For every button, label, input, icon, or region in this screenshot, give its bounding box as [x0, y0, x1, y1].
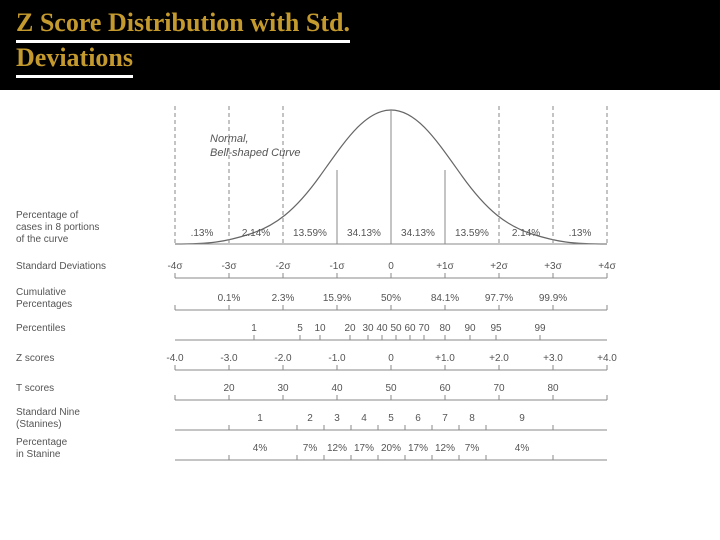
zscores-val: +3.0: [543, 353, 563, 364]
tscores-val: 50: [385, 383, 397, 394]
distribution-chart: Normal, Bell-shaped Curve Percentage ofcas…: [10, 96, 710, 466]
percentiles-val: 60: [404, 323, 416, 334]
cumpct-val: 99.9%: [539, 293, 567, 304]
zscores-val: -2.0: [274, 353, 292, 364]
label-zscores: Z scores: [16, 353, 54, 364]
stddev-val: -1σ: [329, 261, 345, 272]
zscores-val: +1.0: [435, 353, 455, 364]
pct-case-val: 13.59%: [455, 228, 489, 239]
label-stddev: Standard Deviations: [16, 261, 106, 272]
cumpct-val: 0.1%: [218, 293, 241, 304]
stanine-pct-val: 7%: [303, 443, 318, 454]
stanine-pct-val: 20%: [381, 443, 401, 454]
pct-case-val: 34.13%: [401, 228, 435, 239]
stanine-pct-val: 4%: [253, 443, 268, 454]
label-stanines-1: Standard Nine: [16, 407, 80, 418]
title-line1: Z Score Distribution with Std.: [16, 8, 350, 37]
percentiles-val: 99: [534, 323, 546, 334]
percentiles-val: 1: [251, 323, 257, 334]
stddev-val: +3σ: [544, 261, 562, 272]
title-line2: Deviations: [16, 43, 133, 72]
tscores-val: 80: [547, 383, 559, 394]
label-stanines-2: (Stanines): [16, 419, 62, 430]
cumpct-val: 84.1%: [431, 293, 459, 304]
zscores-val: -3.0: [220, 353, 238, 364]
percentiles-val: 40: [376, 323, 388, 334]
stddev-val: -2σ: [275, 261, 291, 272]
stanines-val: 1: [257, 413, 263, 424]
stanines-val: 3: [334, 413, 340, 424]
pct-case-val: .13%: [569, 228, 592, 239]
cumpct-val: 15.9%: [323, 293, 351, 304]
stanine-pct-val: 12%: [435, 443, 455, 454]
stanines-val: 6: [415, 413, 421, 424]
stanines-val: 4: [361, 413, 367, 424]
pct-case-val: .13%: [191, 228, 214, 239]
stanine-pct-val: 4%: [515, 443, 530, 454]
percentiles-val: 95: [490, 323, 502, 334]
percentiles-val: 30: [362, 323, 374, 334]
stddev-val: +2σ: [490, 261, 508, 272]
stddev-val: -4σ: [167, 261, 183, 272]
stanines-val: 9: [519, 413, 525, 424]
percentiles-val: 50: [390, 323, 402, 334]
percentiles-val: 5: [297, 323, 303, 334]
pct-case-val: 2.14%: [242, 228, 270, 239]
tscores-val: 30: [277, 383, 289, 394]
zscores-val: +2.0: [489, 353, 509, 364]
percentiles-val: 70: [418, 323, 430, 334]
stanines-val: 7: [442, 413, 448, 424]
zscores-val: +4.0: [597, 353, 617, 364]
label-pct-cases-3: of the curve: [16, 234, 69, 245]
tscores-val: 40: [331, 383, 343, 394]
label-cumpct-2: Percentages: [16, 299, 72, 310]
stanine-pct-val: 12%: [327, 443, 347, 454]
stddev-val: -3σ: [221, 261, 237, 272]
zscores-val: -1.0: [328, 353, 346, 364]
percentiles-val: 80: [439, 323, 451, 334]
stanines-val: 2: [307, 413, 313, 424]
cumpct-val: 2.3%: [272, 293, 295, 304]
curve-label-2: Bell-shaped Curve: [210, 147, 301, 159]
label-stanine-pct-1: Percentage: [16, 437, 68, 448]
stddev-val: +1σ: [436, 261, 454, 272]
cumpct-val: 97.7%: [485, 293, 513, 304]
curve-label-1: Normal,: [210, 133, 249, 145]
stanine-pct-val: 17%: [408, 443, 428, 454]
stanine-pct-val: 7%: [465, 443, 480, 454]
pct-case-val: 2.14%: [512, 228, 540, 239]
label-cumpct-1: Cumulative: [16, 287, 66, 298]
zscores-val: 0: [388, 353, 394, 364]
pct-case-val: 13.59%: [293, 228, 327, 239]
pct-case-val: 34.13%: [347, 228, 381, 239]
stanines-val: 5: [388, 413, 394, 424]
label-pct-cases-2: cases in 8 portions: [16, 222, 99, 233]
tscores-val: 60: [439, 383, 451, 394]
percentiles-val: 20: [344, 323, 356, 334]
cumpct-val: 50%: [381, 293, 401, 304]
tscores-val: 20: [223, 383, 235, 394]
label-pct-cases-1: Percentage of: [16, 210, 78, 221]
stanine-pct-val: 17%: [354, 443, 374, 454]
stanines-val: 8: [469, 413, 475, 424]
label-tscores: T scores: [16, 383, 54, 394]
page-title: Z Score Distribution with Std. Deviation…: [16, 8, 704, 78]
zscores-val: -4.0: [166, 353, 184, 364]
percentiles-val: 10: [314, 323, 326, 334]
title-bar: Z Score Distribution with Std. Deviation…: [0, 0, 720, 90]
tscores-val: 70: [493, 383, 505, 394]
percentiles-val: 90: [464, 323, 476, 334]
stddev-val: 0: [388, 261, 394, 272]
chart-area: Normal, Bell-shaped Curve Percentage ofcas…: [0, 90, 720, 476]
label-percentiles: Percentiles: [16, 323, 65, 334]
stddev-val: +4σ: [598, 261, 616, 272]
label-stanine-pct-2: in Stanine: [16, 449, 61, 460]
